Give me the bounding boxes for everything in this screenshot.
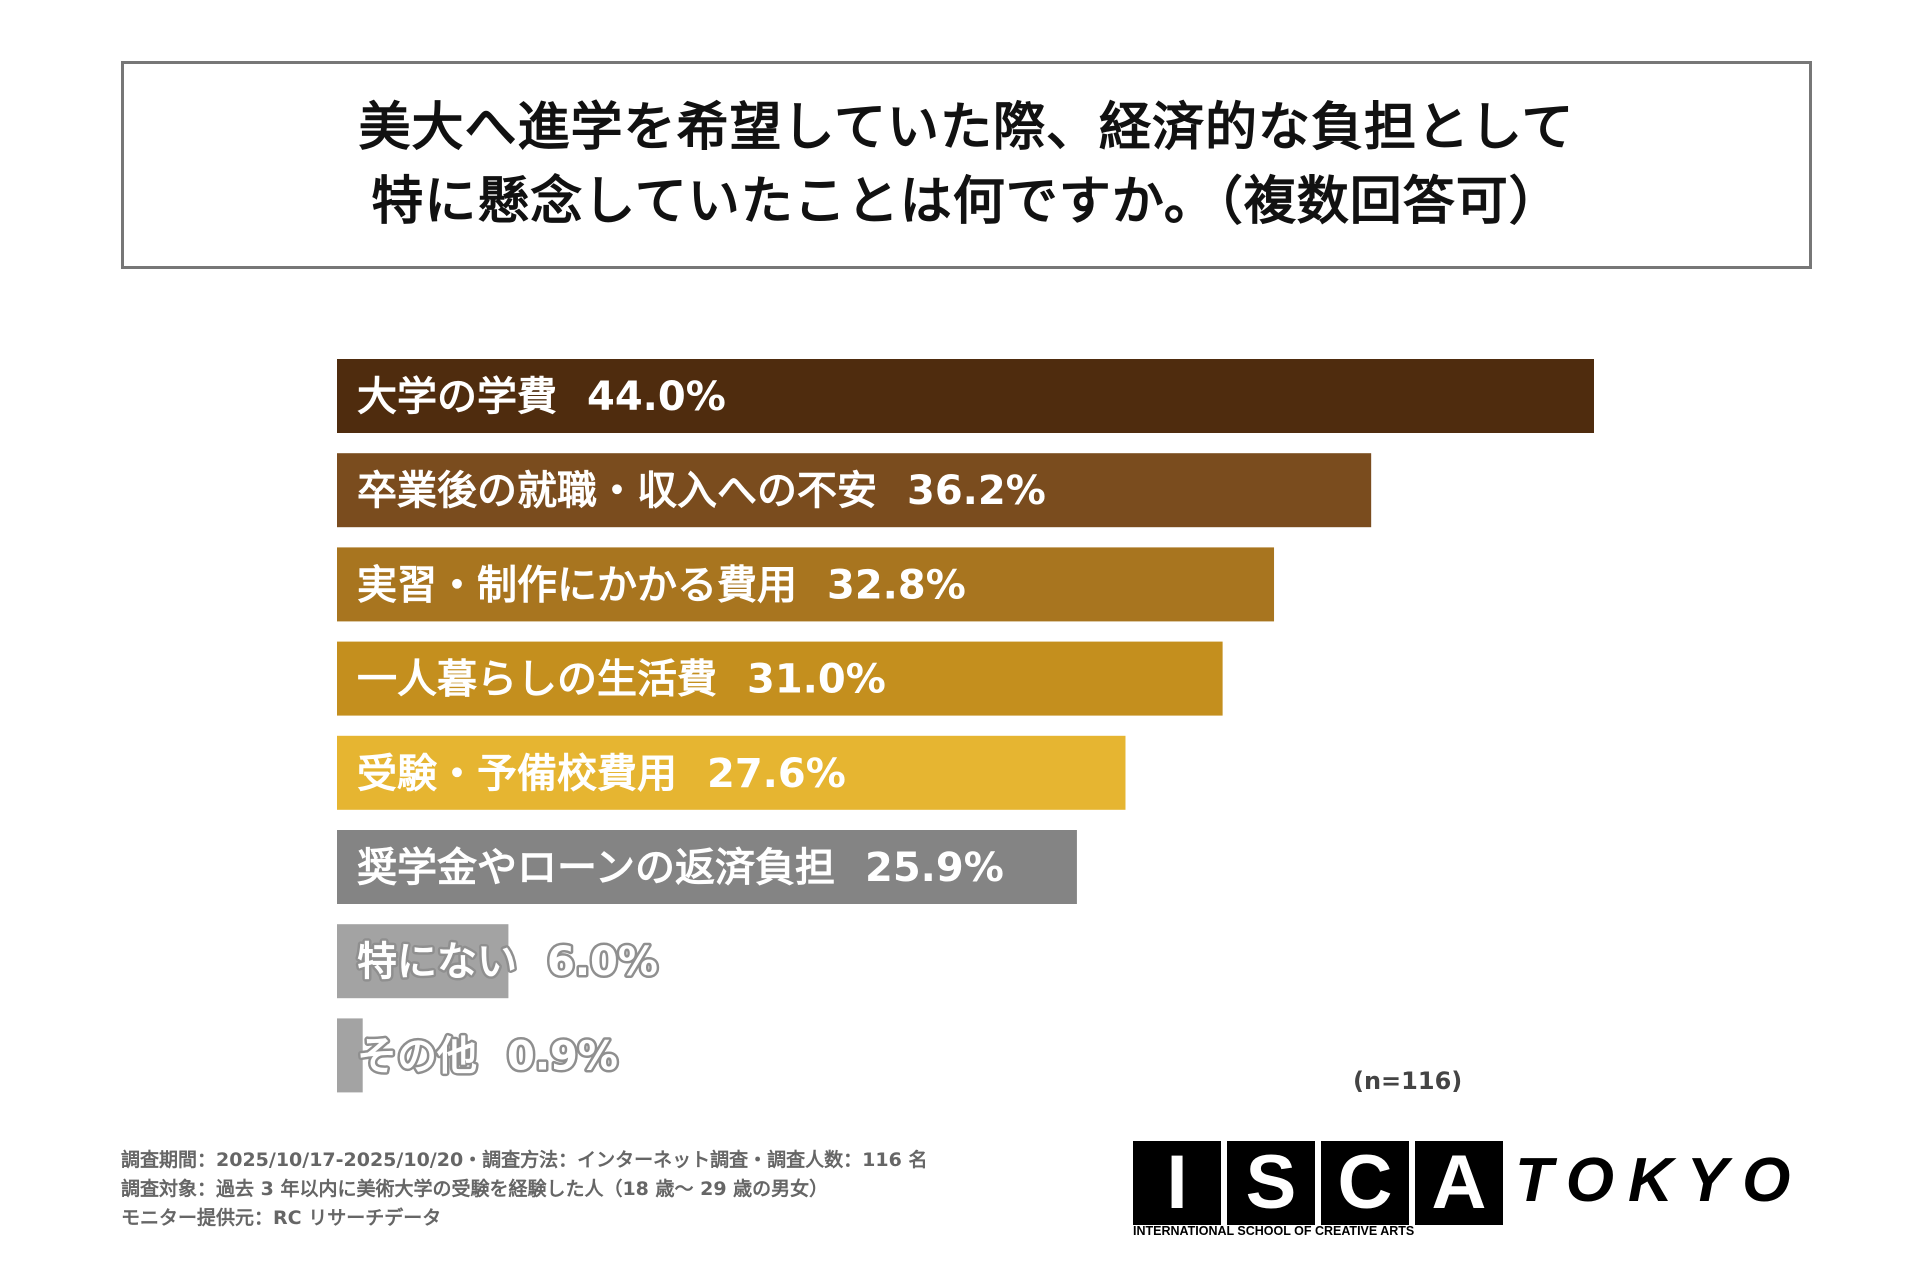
logo-letter-c: C — [1321, 1141, 1409, 1225]
footnote-survey-target: 調査対象：過去 3 年以内に美術大学の受験を経験した人（18 歳〜 29 歳の男… — [121, 1178, 829, 1200]
title-box: 美大へ進学を希望していた際、経済的な負担として 特に懸念していたことは何ですか。… — [121, 61, 1812, 269]
value-label-1: 44.0% — [587, 374, 726, 420]
bar-8 — [337, 1018, 363, 1093]
category-label-4: 一人暮らしの生活費 — [357, 657, 717, 703]
logo-letter-i: I — [1133, 1141, 1221, 1225]
value-label-7: 6.0% — [547, 939, 658, 985]
bar-label-8: その他 0.9% — [357, 1033, 618, 1079]
value-label-2: 36.2% — [907, 468, 1046, 514]
bar-label-7: 特にない 6.0% — [357, 939, 658, 985]
footnote-survey-period: 調査期間：2025/10/17-2025/10/20・調査方法：インターネット調… — [121, 1149, 928, 1171]
bar-7 — [337, 924, 509, 999]
bar-label-1: 大学の学費 44.0% — [357, 374, 726, 420]
logo-letter-s: S — [1227, 1141, 1315, 1225]
category-label-6: 奨学金やローンの返済負担 — [357, 845, 835, 891]
category-label-2: 卒業後の就職・収入への不安 — [357, 468, 877, 514]
chart-title-line-2: 特に懸念していたことは何ですか。（複数回答可） — [371, 172, 1562, 232]
footnote-data-provider: モニター提供元：RC リサーチデータ — [121, 1207, 442, 1229]
bar-label-3: 実習・制作にかかる費用 32.8% — [357, 562, 966, 608]
category-label-7: 特にない — [357, 939, 517, 985]
value-label-3: 32.8% — [827, 562, 966, 608]
logo-word-tokyo: TOKYO — [1515, 1146, 1805, 1215]
bar-6 — [337, 830, 1077, 904]
value-label-6: 25.9% — [865, 845, 1004, 891]
bar-label-6: 奨学金やローンの返済負担 25.9% — [357, 845, 1004, 891]
survey-footnotes: 調査期間：2025/10/17-2025/10/20・調査方法：インターネット調… — [121, 1146, 927, 1233]
category-label-1: 大学の学費 — [357, 374, 557, 420]
bar-4 — [337, 641, 1223, 716]
logo-letter-a: A — [1415, 1141, 1503, 1225]
logo-letter-boxes: I S C A — [1133, 1141, 1509, 1225]
category-label-8: その他 — [357, 1033, 477, 1079]
value-label-8: 0.9% — [507, 1033, 618, 1079]
bar-1 — [337, 359, 1594, 433]
sample-size-note: (n=116) — [1353, 1067, 1463, 1095]
category-label-3: 実習・制作にかかる費用 — [357, 562, 797, 608]
bar-2 — [337, 453, 1372, 528]
category-label-5: 受験・予備校費用 — [357, 751, 677, 797]
bar-3 — [337, 547, 1275, 622]
bar-label-2: 卒業後の就職・収入への不安 36.2% — [357, 468, 1046, 514]
bar-label-5: 受験・予備校費用 27.6% — [357, 751, 846, 797]
isca-tokyo-logo: I S C A TOKYO INTERNATIONAL SCHOOL OF CR… — [1133, 1141, 1813, 1238]
bar-5 — [337, 735, 1126, 810]
bar-chart: 大学の学費 44.0% 卒業後の就職・収入への不安 36.2% 実習・制作にかかる費用 3… — [337, 359, 1594, 1093]
logo-subtitle: INTERNATIONAL SCHOOL OF CREATIVE ARTS — [1133, 1224, 1415, 1238]
bar-label-4: 一人暮らしの生活費 31.0% — [357, 657, 886, 703]
chart-title-line-1: 美大へ進学を希望していた際、経済的な負担として — [358, 98, 1575, 158]
value-label-4: 31.0% — [747, 657, 886, 703]
value-label-5: 27.6% — [707, 751, 846, 797]
